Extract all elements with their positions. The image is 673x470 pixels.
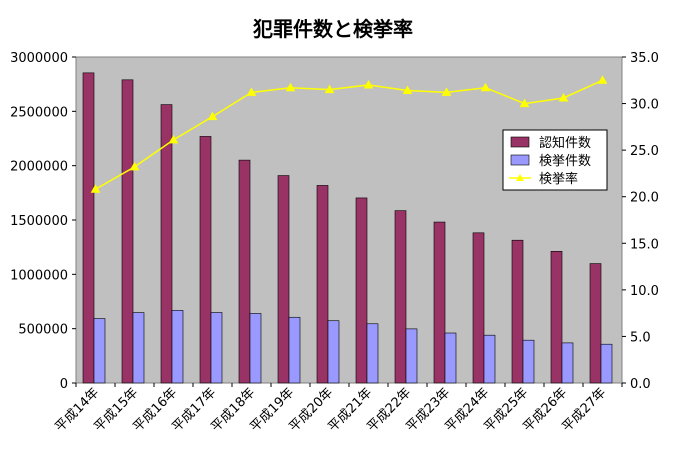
bar-cleared-11 — [483, 334, 496, 384]
point-clearance-rate-2 — [129, 161, 140, 171]
bar-cleared-13 — [561, 342, 574, 384]
right-tick-label-5: 25.0 — [630, 144, 659, 159]
right-tick-label-3: 15.0 — [630, 237, 659, 252]
bar-recognized-3 — [160, 104, 173, 384]
left-tick-label-6: 3000000 — [10, 51, 68, 66]
left-tick-label-3: 1500000 — [10, 214, 68, 229]
right-tick-label-6: 30.0 — [630, 98, 659, 113]
bar-recognized-11 — [472, 232, 485, 384]
bar-recognized-1 — [82, 72, 95, 384]
bar-recognized-6 — [277, 175, 290, 384]
point-clearance-rate-8 — [363, 79, 374, 89]
bar-cleared-3 — [171, 310, 184, 384]
bar-recognized-5 — [238, 159, 251, 384]
bar-cleared-2 — [132, 312, 145, 384]
bar-recognized-2 — [121, 79, 134, 384]
legend-swatch-2 — [510, 154, 530, 166]
bar-recognized-8 — [355, 197, 368, 384]
legend-label-2: 検挙件数 — [539, 154, 591, 169]
bar-recognized-10 — [433, 221, 446, 384]
bar-recognized-13 — [550, 250, 563, 384]
point-clearance-rate-7 — [324, 84, 335, 94]
line-clearance-rate — [95, 79, 603, 190]
right-tick-label-2: 10.0 — [630, 284, 659, 299]
left-tick-label-2: 1000000 — [10, 268, 68, 283]
point-clearance-rate-6 — [285, 82, 296, 92]
point-clearance-rate-3 — [168, 134, 179, 144]
left-tick-label-1: 500000 — [18, 323, 68, 338]
legend-label-1: 認知件数 — [539, 135, 591, 151]
chart-title: 犯罪件数と検挙率 — [252, 17, 413, 41]
left-tick-label-5: 2500000 — [10, 105, 68, 120]
bar-cleared-14 — [600, 343, 613, 384]
line-layer — [90, 75, 608, 193]
bar-cleared-6 — [288, 316, 301, 384]
bar-recognized-7 — [316, 185, 329, 384]
plot-area — [75, 56, 623, 384]
bar-recognized-9 — [394, 210, 407, 384]
left-tick-label-0: 0 — [60, 377, 68, 392]
point-clearance-rate-10 — [441, 87, 452, 96]
bar-cleared-8 — [366, 323, 379, 384]
point-clearance-rate-5 — [246, 87, 257, 96]
bar-cleared-7 — [327, 320, 340, 384]
point-clearance-rate-11 — [480, 82, 491, 92]
legend-swatch-1 — [510, 136, 530, 148]
right-tick-label-4: 20.0 — [630, 191, 659, 206]
bar-cleared-12 — [522, 339, 535, 384]
point-clearance-rate-14 — [597, 75, 608, 84]
bar-recognized-4 — [199, 136, 212, 384]
bar-cleared-4 — [210, 312, 223, 384]
point-clearance-rate-4 — [207, 111, 218, 121]
right-tick-label-0: 0.0 — [630, 377, 651, 392]
bar-recognized-14 — [589, 263, 602, 384]
left-tick-label-4: 2000000 — [10, 160, 68, 175]
bar-cleared-9 — [405, 328, 418, 384]
point-clearance-rate-1 — [90, 184, 101, 193]
bar-cleared-1 — [93, 318, 106, 384]
right-tick-label-7: 35.0 — [630, 51, 659, 66]
right-tick-label-1: 5.0 — [630, 330, 651, 345]
bars-layer — [82, 72, 613, 384]
bar-cleared-5 — [249, 313, 262, 384]
bar-cleared-10 — [444, 332, 457, 384]
legend-marker-3 — [516, 174, 524, 181]
point-clearance-rate-9 — [402, 85, 413, 95]
point-clearance-rate-12 — [519, 98, 530, 108]
legend-label-3: 検挙率 — [539, 171, 578, 187]
point-clearance-rate-13 — [558, 92, 569, 102]
bar-recognized-12 — [511, 239, 524, 384]
